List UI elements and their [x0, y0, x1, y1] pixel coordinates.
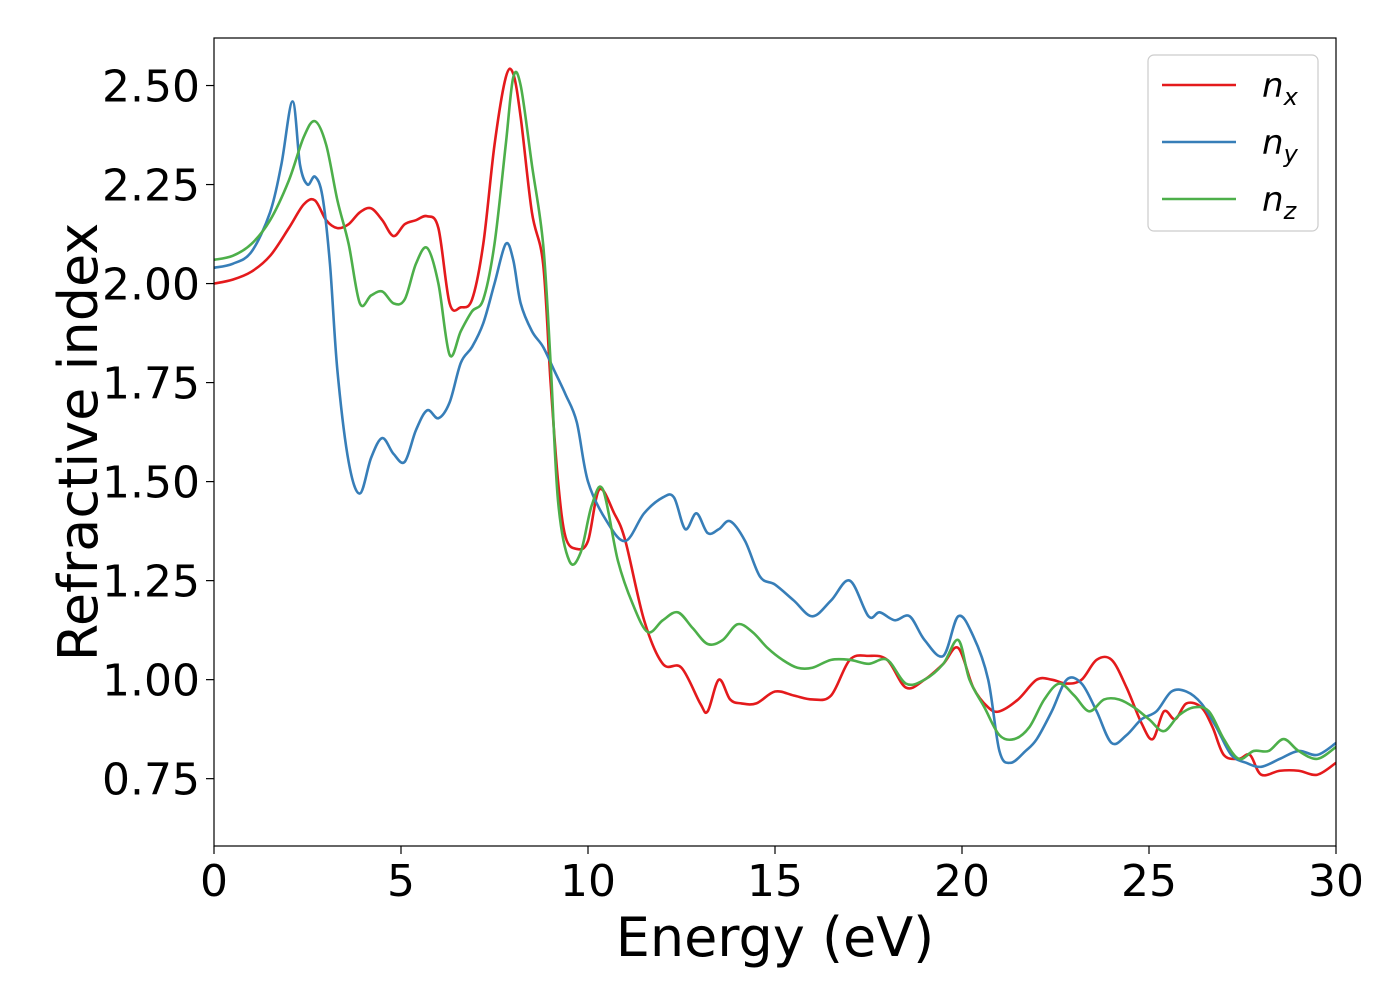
series-layer [214, 67, 1336, 777]
x-tick-label: 25 [1121, 856, 1177, 907]
x-tick-label: 30 [1308, 856, 1364, 907]
y-tick-label: 1.25 [102, 557, 200, 608]
x-tick-label: 5 [387, 856, 415, 907]
legend-label-base: n [1262, 66, 1284, 106]
legend-label-subscript: z [1283, 197, 1298, 225]
series-line-n-z [214, 70, 1336, 761]
legend-label-base: n [1262, 123, 1284, 163]
series-line-n-y [214, 100, 1336, 769]
legend-label-base: n [1262, 180, 1284, 220]
legend-label-y: ny [1262, 123, 1299, 168]
x-axis-ticks: 0 5 10 15 20 25 30 [200, 846, 1364, 907]
y-tick-label: 2.50 [102, 62, 200, 113]
legend-label-subscript: x [1283, 83, 1299, 111]
x-tick-label: 20 [934, 856, 990, 907]
x-tick-label: 15 [747, 856, 803, 907]
legend-label-subscript: y [1283, 140, 1299, 168]
x-tick-label: 10 [560, 856, 616, 907]
y-tick-label: 2.25 [102, 161, 200, 212]
y-axis-ticks: 0.75 1.00 1.25 1.50 1.75 2.00 2.25 2.50 [102, 62, 214, 806]
legend-label-x: nx [1262, 66, 1299, 111]
x-tick-label: 0 [200, 856, 228, 907]
y-tick-label: 2.00 [102, 260, 200, 311]
legend-label-z: nz [1262, 180, 1298, 225]
y-axis-title: Refractive index [47, 223, 110, 662]
y-tick-label: 1.50 [102, 458, 200, 509]
y-tick-label: 1.75 [102, 359, 200, 410]
y-tick-label: 1.00 [102, 656, 200, 707]
series-line-n-x [214, 67, 1336, 777]
y-tick-label: 0.75 [102, 755, 200, 806]
x-axis-title: Energy (eV) [616, 906, 935, 969]
